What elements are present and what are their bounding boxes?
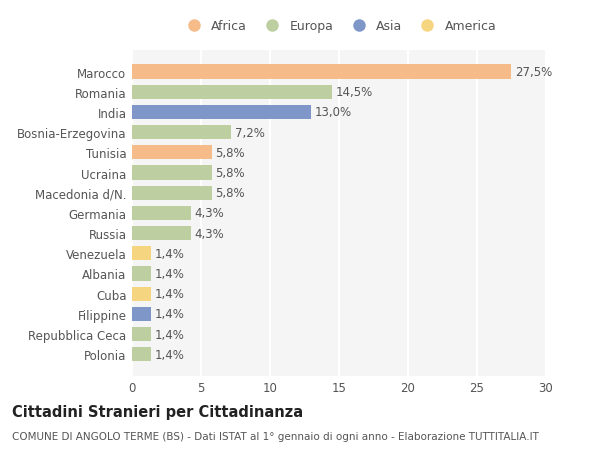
Bar: [132, 307, 151, 321]
Bar: [132, 207, 191, 220]
Bar: [132, 327, 151, 341]
Bar: [132, 166, 212, 180]
Bar: [132, 65, 511, 79]
Text: 5,8%: 5,8%: [215, 187, 245, 200]
Text: 1,4%: 1,4%: [155, 308, 185, 321]
Text: 4,3%: 4,3%: [195, 227, 224, 240]
Text: COMUNE DI ANGOLO TERME (BS) - Dati ISTAT al 1° gennaio di ogni anno - Elaborazio: COMUNE DI ANGOLO TERME (BS) - Dati ISTAT…: [12, 431, 539, 442]
Text: 13,0%: 13,0%: [315, 106, 352, 119]
Text: 4,3%: 4,3%: [195, 207, 224, 220]
Text: Cittadini Stranieri per Cittadinanza: Cittadini Stranieri per Cittadinanza: [12, 404, 303, 419]
Bar: [132, 186, 212, 200]
Bar: [132, 246, 151, 261]
Bar: [132, 267, 151, 281]
Bar: [132, 126, 232, 140]
Text: 7,2%: 7,2%: [235, 126, 265, 139]
Text: 1,4%: 1,4%: [155, 268, 185, 280]
Text: 5,8%: 5,8%: [215, 146, 245, 159]
Bar: [132, 227, 191, 241]
Text: 5,8%: 5,8%: [215, 167, 245, 179]
Text: 1,4%: 1,4%: [155, 348, 185, 361]
Bar: [132, 347, 151, 362]
Bar: [132, 287, 151, 301]
Legend: Africa, Europa, Asia, America: Africa, Europa, Asia, America: [179, 17, 499, 36]
Text: 14,5%: 14,5%: [335, 86, 373, 99]
Bar: [132, 146, 212, 160]
Text: 1,4%: 1,4%: [155, 247, 185, 260]
Text: 1,4%: 1,4%: [155, 328, 185, 341]
Text: 27,5%: 27,5%: [515, 66, 552, 79]
Bar: [132, 106, 311, 120]
Text: 1,4%: 1,4%: [155, 288, 185, 301]
Bar: [132, 85, 332, 100]
